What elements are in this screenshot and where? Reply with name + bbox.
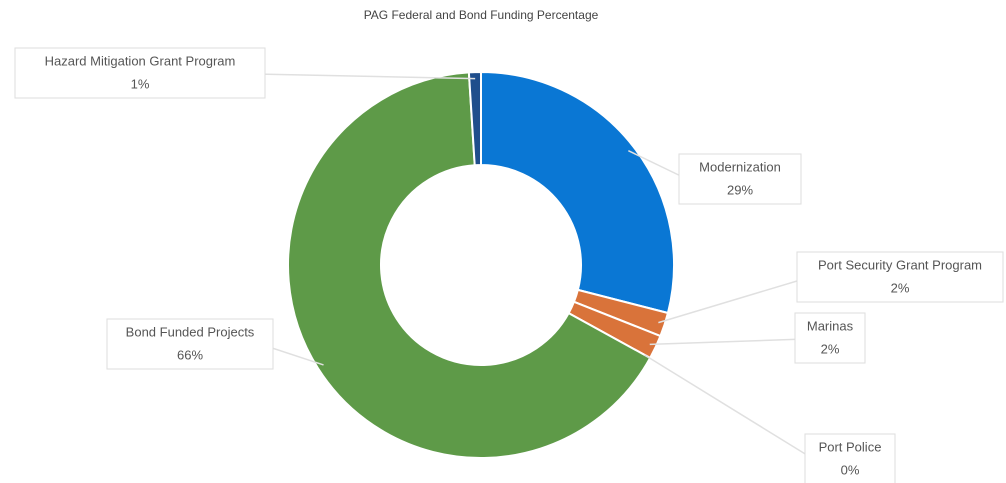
- label-box: [794, 312, 866, 364]
- donut-slice: [480, 70, 675, 315]
- label-name: Hazard Mitigation Grant Program: [45, 53, 236, 68]
- chart-title: PAG Federal and Bond Funding Percentage: [364, 8, 599, 22]
- label-value: 66%: [177, 347, 203, 362]
- label-name: Port Security Grant Program: [818, 257, 982, 272]
- leader-line: [649, 338, 806, 346]
- leader-line: [658, 277, 808, 324]
- donut-slice: [287, 71, 652, 459]
- label-value: 2%: [891, 280, 910, 295]
- label-box: [106, 318, 274, 370]
- label-name: Modernization: [699, 159, 781, 174]
- label-value: 29%: [727, 182, 753, 197]
- label-value: 2%: [821, 341, 840, 356]
- donut-slice: [467, 70, 482, 167]
- leader-line: [254, 73, 476, 80]
- label-box: [804, 433, 896, 483]
- label-value: 0%: [841, 462, 860, 477]
- leader-line: [644, 354, 816, 461]
- label-box: [796, 251, 1004, 303]
- label-name: Port Police: [819, 439, 882, 454]
- label-name: Marinas: [807, 318, 854, 333]
- label-name: Bond Funded Projects: [126, 324, 255, 339]
- label-box: [678, 153, 802, 205]
- label-box: [14, 47, 266, 99]
- label-value: 1%: [131, 76, 150, 91]
